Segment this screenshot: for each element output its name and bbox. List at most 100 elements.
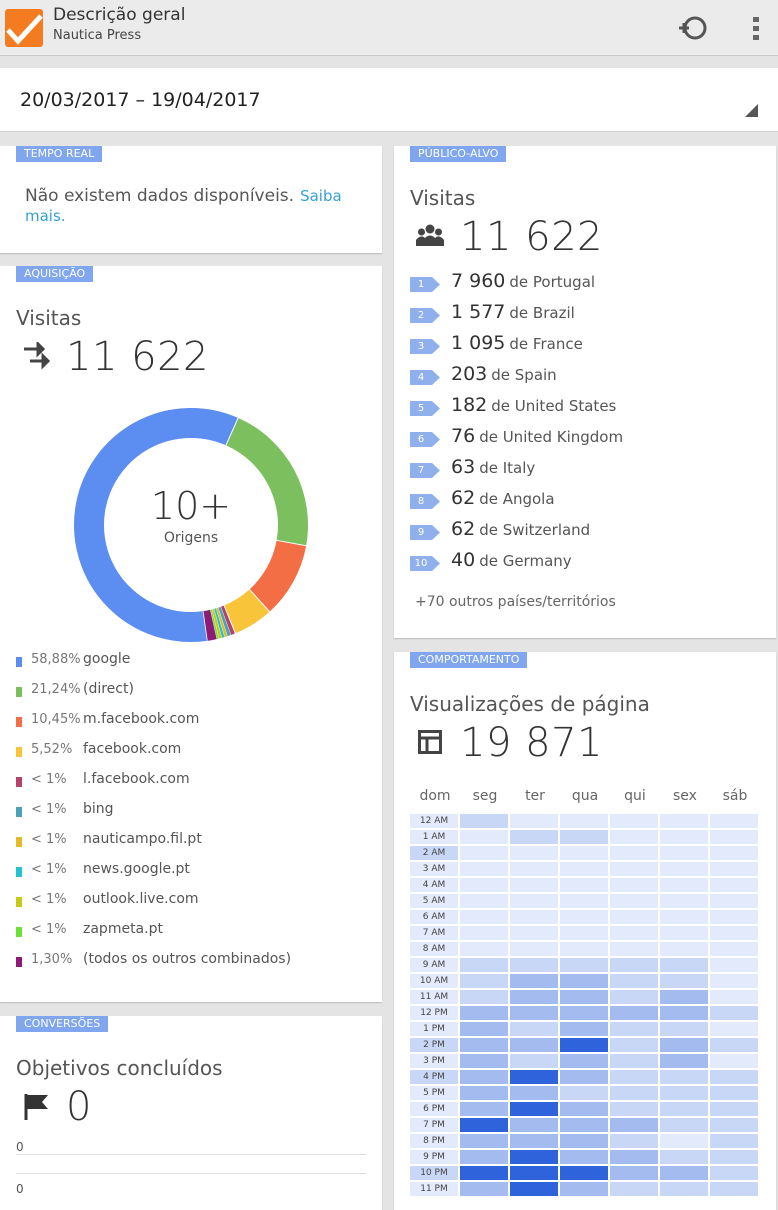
- heatmap-cell: [460, 1054, 508, 1068]
- rank-badge: 6: [410, 432, 440, 447]
- legend-source-name: m.facebook.com: [83, 711, 200, 727]
- heatmap-hour-label: 7 PM: [410, 1118, 458, 1132]
- heatmap-cell: [610, 958, 658, 972]
- heatmap-cell: [660, 862, 708, 876]
- legend-item[interactable]: 5,52% facebook.com: [16, 740, 376, 770]
- heatmap-cell: [460, 878, 508, 892]
- country-visits: 62 de Switzerland: [451, 518, 590, 540]
- heatmap-cell: [510, 1070, 558, 1084]
- heatmap-cell: [460, 1086, 508, 1100]
- flag-icon: [22, 1092, 52, 1126]
- behavior-card[interactable]: COMPORTAMENTO Visualizações de página 19…: [394, 652, 776, 1210]
- rank-badge: 1: [410, 277, 440, 292]
- country-row[interactable]: 7 63 de Italy: [410, 456, 770, 487]
- heatmap-cell: [460, 1006, 508, 1020]
- country-name: de Germany: [479, 552, 572, 570]
- country-name: de Portugal: [509, 273, 596, 291]
- legend-item[interactable]: 10,45% m.facebook.com: [16, 710, 376, 740]
- heatmap-cell: [660, 814, 708, 828]
- heatmap-cell: [460, 1022, 508, 1036]
- heatmap-cell: [510, 1086, 558, 1100]
- heatmap-cell: [660, 990, 708, 1004]
- country-row[interactable]: 10 40 de Germany: [410, 549, 770, 580]
- country-row[interactable]: 8 62 de Angola: [410, 487, 770, 518]
- more-countries-link[interactable]: +70 outros países/territórios: [415, 594, 616, 610]
- legend-item[interactable]: < 1% bing: [16, 800, 376, 830]
- heatmap-cell: [710, 1070, 758, 1084]
- heatmap-cell: [710, 974, 758, 988]
- heatmap-cell: [660, 894, 708, 908]
- legend-percent: < 1%: [31, 922, 67, 937]
- legend-item[interactable]: < 1% zapmeta.pt: [16, 920, 376, 950]
- country-row[interactable]: 2 1 577 de Brazil: [410, 301, 770, 332]
- country-row[interactable]: 6 76 de United Kingdom: [410, 425, 770, 456]
- behavior-label: Visualizações de página: [410, 692, 650, 716]
- country-name: de Angola: [479, 490, 555, 508]
- country-row[interactable]: 1 7 960 de Portugal: [410, 270, 770, 301]
- country-row[interactable]: 9 62 de Switzerland: [410, 518, 770, 549]
- date-range: 20/03/2017 – 19/04/2017: [20, 89, 261, 111]
- country-row[interactable]: 3 1 095 de France: [410, 332, 770, 363]
- heatmap-hour-label: 2 PM: [410, 1038, 458, 1052]
- country-name: de Spain: [491, 366, 557, 384]
- legend-item[interactable]: 58,88% google: [16, 650, 376, 680]
- legend-item[interactable]: 1,30% (todos os outros combinados): [16, 950, 376, 980]
- conversions-card[interactable]: CONVERSÕES Objetivos concluídos 0 0 0: [0, 1016, 382, 1210]
- heatmap-cell: [460, 926, 508, 940]
- heatmap-cell: [610, 862, 658, 876]
- acquisition-card[interactable]: AQUISIÇÃO Visitas 11 622 10+ Origens 58,…: [0, 266, 382, 1002]
- legend-item[interactable]: < 1% news.google.pt: [16, 860, 376, 890]
- heatmap-cell: [460, 814, 508, 828]
- country-name: de United Kingdom: [479, 428, 624, 446]
- legend-source-name: google: [83, 651, 131, 667]
- app-bar: Descrição geral Nautica Press: [0, 0, 778, 56]
- heatmap-cell: [710, 1182, 758, 1196]
- rank-number: 7: [417, 465, 425, 476]
- realtime-card[interactable]: TEMPO REAL Não existem dados disponíveis…: [0, 146, 382, 253]
- heatmap-cell: [610, 942, 658, 956]
- heatmap-cell: [610, 1006, 658, 1020]
- audience-card[interactable]: PÚBLICO-ALVO Visitas 11 622 1 7 960 de Po…: [394, 146, 776, 638]
- heatmap-cell: [560, 862, 608, 876]
- heatmap-cell: [660, 1150, 708, 1164]
- legend-source-name: zapmeta.pt: [83, 921, 163, 937]
- heatmap-cell: [510, 862, 558, 876]
- country-visits: 1 577 de Brazil: [451, 301, 575, 323]
- heatmap-cell: [560, 1118, 608, 1132]
- heatmap-hour-label: 12 AM: [410, 814, 458, 828]
- legend-item[interactable]: < 1% l.facebook.com: [16, 770, 376, 800]
- heatmap-hour-label: 10 AM: [410, 974, 458, 988]
- heatmap-cell: [510, 910, 558, 924]
- country-name: de France: [509, 335, 583, 353]
- country-row[interactable]: 5 182 de United States: [410, 394, 770, 425]
- legend-item[interactable]: < 1% outlook.live.com: [16, 890, 376, 920]
- heatmap-cell: [660, 942, 708, 956]
- acquisition-visits: 11 622: [66, 334, 209, 380]
- legend-source-name: l.facebook.com: [83, 771, 190, 787]
- country-visits: 182 de United States: [451, 394, 616, 416]
- donut-slice-0: [74, 408, 239, 642]
- heatmap-cell: [460, 1150, 508, 1164]
- rank-badge: 8: [410, 494, 440, 509]
- heatmap-cell: [460, 958, 508, 972]
- add-segment-icon[interactable]: [672, 12, 712, 44]
- heatmap-hour-label: 11 PM: [410, 1182, 458, 1196]
- date-range-selector[interactable]: 20/03/2017 – 19/04/2017: [0, 68, 778, 132]
- country-row[interactable]: 4 203 de Spain: [410, 363, 770, 394]
- heatmap-cell: [710, 1166, 758, 1180]
- heatmap-cell: [510, 958, 558, 972]
- rank-badge: 3: [410, 339, 440, 354]
- legend-percent: 10,45%: [31, 712, 81, 727]
- heatmap-cell: [560, 814, 608, 828]
- heatmap-cell: [660, 1182, 708, 1196]
- country-value: 63: [451, 456, 476, 478]
- chart-gridline: [16, 1173, 366, 1174]
- heatmap-cell: [710, 942, 758, 956]
- legend-item[interactable]: < 1% nauticampo.fil.pt: [16, 830, 376, 860]
- overflow-menu-icon[interactable]: [742, 12, 770, 44]
- legend-item[interactable]: 21,24% (direct): [16, 680, 376, 710]
- legend-swatch: [16, 807, 22, 817]
- heatmap-cell: [510, 1022, 558, 1036]
- heatmap-cell: [560, 1102, 608, 1116]
- learn-more-link[interactable]: Saiba mais.: [25, 187, 342, 225]
